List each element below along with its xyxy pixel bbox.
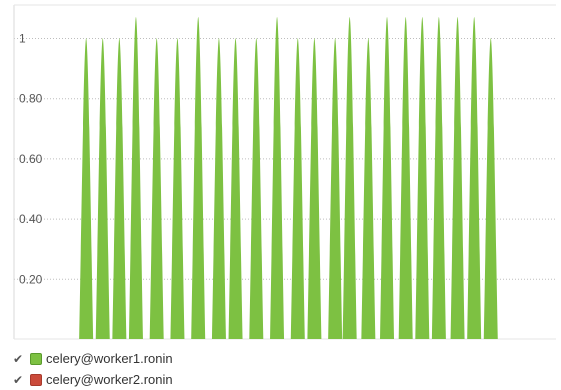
series-1-peak — [328, 38, 343, 339]
legend-label-worker2: celery@worker2.ronin — [46, 372, 173, 387]
series-1-peak — [290, 38, 305, 339]
chart-area: 0.20 0.40 0.60 0.80 1 — [13, 4, 556, 340]
series-1-peak — [380, 16, 395, 340]
y-tick-label: 0.80 — [19, 92, 43, 106]
series-1-peak — [361, 38, 376, 339]
series-1-peak — [483, 38, 498, 339]
legend-swatch-worker2 — [30, 373, 42, 386]
series-1-peak — [191, 16, 206, 340]
y-tick-label: 0.20 — [19, 272, 43, 286]
y-tick-label: 1 — [19, 32, 26, 46]
series-1-peak — [95, 38, 110, 339]
legend-swatch-worker1 — [30, 352, 42, 365]
legend-label-worker1: celery@worker1.ronin — [46, 351, 173, 366]
series-1-peak — [228, 38, 243, 339]
series-1-peak — [79, 38, 94, 339]
series-1-peak — [431, 16, 446, 340]
y-tick-label: 0.40 — [19, 212, 43, 226]
y-tick-label: 0.60 — [19, 152, 43, 166]
series-1-peak — [211, 38, 226, 339]
series-layer — [79, 16, 498, 340]
series-1-peak — [270, 16, 285, 340]
series-1-peak — [398, 16, 413, 340]
series-1-peak — [307, 38, 322, 339]
y-axis-ticks: 0.20 0.40 0.60 0.80 1 — [19, 32, 43, 287]
series-1-peak — [149, 38, 164, 339]
series-1-peak — [249, 38, 264, 339]
legend-item-worker2[interactable]: ✔ celery@worker2.ronin — [13, 369, 313, 390]
series-1-peak — [415, 16, 430, 340]
legend: ✔ celery@worker1.ronin ✔ celery@worker2.… — [13, 348, 313, 390]
series-1-peak — [128, 16, 143, 340]
checkmark-icon: ✔ — [13, 351, 24, 366]
series-1-peak — [112, 38, 127, 339]
checkmark-icon: ✔ — [13, 372, 24, 387]
series-1-peak — [467, 16, 482, 340]
series-1-peak — [450, 16, 465, 340]
series-1-peak — [342, 16, 357, 340]
legend-item-worker1[interactable]: ✔ celery@worker1.ronin — [13, 348, 313, 369]
series-1-peak — [170, 38, 185, 339]
chart-svg: 0.20 0.40 0.60 0.80 1 — [13, 4, 556, 340]
